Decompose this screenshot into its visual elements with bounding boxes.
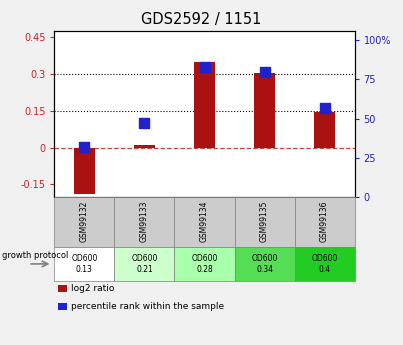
Text: OD600
0.4: OD600 0.4 [312, 254, 338, 274]
Bar [314, 112, 335, 148]
Text: log2 ratio: log2 ratio [71, 284, 115, 293]
Bar [114, 247, 174, 281]
Bar [134, 145, 155, 148]
Text: percentile rank within the sample: percentile rank within the sample [71, 302, 224, 311]
Text: growth protocol: growth protocol [2, 251, 69, 260]
Text: OD600
0.21: OD600 0.21 [131, 254, 158, 274]
Bar [235, 197, 295, 247]
Bar [54, 247, 114, 281]
Text: GSM99135: GSM99135 [260, 201, 269, 243]
Point [322, 105, 328, 110]
Bar [54, 197, 114, 247]
Bar [295, 197, 355, 247]
Text: OD600
0.34: OD600 0.34 [251, 254, 278, 274]
Text: OD600
0.28: OD600 0.28 [191, 254, 218, 274]
Bar [114, 197, 174, 247]
Bar [58, 285, 67, 292]
Point [202, 64, 208, 70]
Bar [194, 62, 215, 148]
Bar [58, 303, 67, 310]
Text: GSM99132: GSM99132 [80, 201, 89, 242]
Bar [74, 148, 95, 194]
Text: GSM99134: GSM99134 [200, 201, 209, 243]
Text: OD600
0.13: OD600 0.13 [71, 254, 98, 274]
Point [141, 120, 148, 126]
Bar [235, 247, 295, 281]
Point [81, 144, 88, 149]
Bar [174, 197, 235, 247]
Text: GSM99136: GSM99136 [320, 201, 329, 243]
Bar [174, 247, 235, 281]
Text: GDS2592 / 1151: GDS2592 / 1151 [141, 12, 262, 27]
Bar [254, 73, 275, 148]
Bar [295, 247, 355, 281]
Text: GSM99133: GSM99133 [140, 201, 149, 243]
Point [261, 69, 268, 75]
